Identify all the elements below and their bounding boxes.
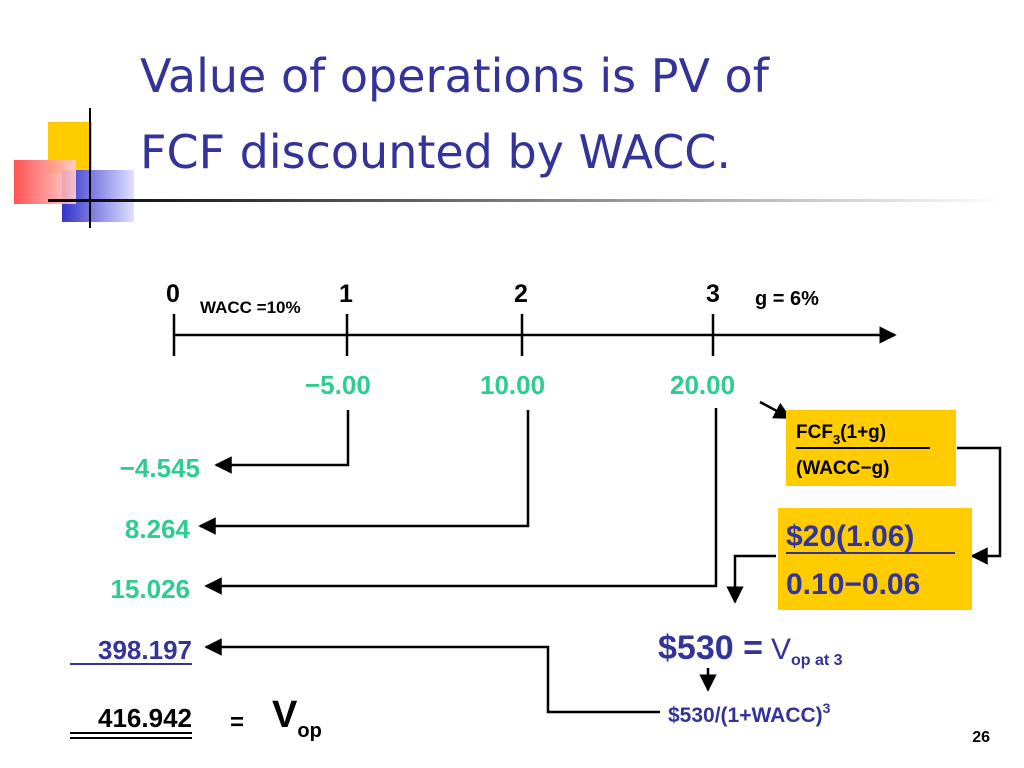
growth-factor: (1+g) — [840, 422, 886, 443]
formula-denominator: (WACC−g) — [796, 458, 889, 479]
superscript: 3 — [823, 700, 831, 716]
period: 1 — [339, 280, 353, 308]
present-value: 15.026 — [110, 574, 190, 604]
period: 2 — [514, 280, 528, 308]
period: 3 — [706, 280, 720, 308]
fcf: FCF — [796, 422, 833, 443]
title-line: FCF discounted by WACC. — [140, 125, 731, 179]
subscript: op — [297, 720, 321, 742]
total-value: 416.942 — [98, 703, 192, 733]
cash-flow: −5.00 — [305, 370, 371, 400]
decoration — [14, 108, 1008, 228]
period: 0 — [166, 280, 180, 308]
calc-numerator: $20(1.06) — [786, 520, 914, 553]
symbol: V — [771, 633, 791, 666]
amount: $530 = — [658, 629, 763, 667]
discounting: $530/(1+WACC)3 — [668, 700, 831, 727]
arrows — [198, 400, 1002, 714]
calc-box — [778, 508, 972, 610]
cash-flow: 20.00 — [670, 370, 735, 400]
present-value: 8.264 — [125, 514, 191, 544]
timeline — [172, 314, 897, 356]
terminal-value: $530 = Vop at 3 — [658, 629, 843, 669]
growth: g = 6% — [755, 288, 819, 310]
calc-denominator: 0.10−0.06 — [786, 568, 920, 601]
subscript: op at 3 — [791, 652, 843, 669]
title-line: Value of operations is PV of — [140, 49, 771, 103]
equals: = — [230, 709, 244, 736]
present-value: −4.545 — [120, 453, 200, 483]
present-value: 398.197 — [98, 635, 192, 665]
wacc: WACC =10% — [200, 298, 301, 317]
symbol: V — [272, 694, 298, 736]
cash-flow: 10.00 — [480, 370, 545, 400]
page-number: 26 — [972, 729, 990, 746]
v-symbol: Vop — [272, 694, 322, 742]
subscript: 3 — [833, 432, 840, 447]
discount-text: $530/(1+WACC) — [668, 704, 823, 727]
formula-numerator: FCF3(1+g) — [796, 422, 886, 447]
